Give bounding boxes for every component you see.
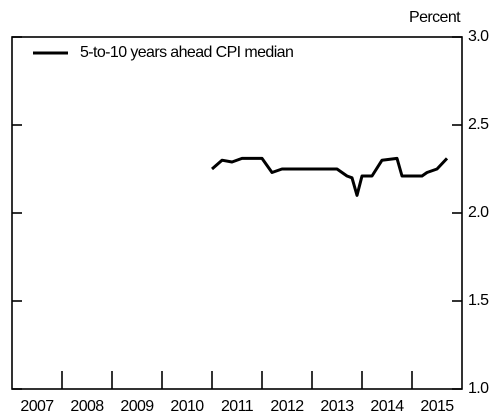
y-tick-label: 2.5 — [468, 116, 489, 133]
x-tick-label: 2008 — [70, 398, 104, 415]
y-tick-label: 1.5 — [468, 292, 489, 309]
x-tick-label: 2010 — [170, 398, 204, 415]
y-tick-label: 3.0 — [468, 28, 489, 45]
y-tick-label: 2.0 — [468, 204, 489, 221]
x-tick-label: 2009 — [120, 398, 154, 415]
plot-frame — [11, 36, 463, 390]
x-tick-label: 2007 — [20, 398, 54, 415]
x-tick-label: 2012 — [270, 398, 304, 415]
x-tick-label: 2015 — [420, 398, 454, 415]
y-tick-label: 1.0 — [468, 380, 489, 397]
x-tick-label: 2011 — [221, 398, 254, 415]
line — [211, 156, 449, 197]
legend-label: 5-to-10 years ahead CPI median — [80, 44, 293, 61]
x-tick-label: 2014 — [370, 398, 404, 415]
x-tick-label: 2013 — [320, 398, 354, 415]
y-axis-label: Percent — [409, 9, 461, 26]
